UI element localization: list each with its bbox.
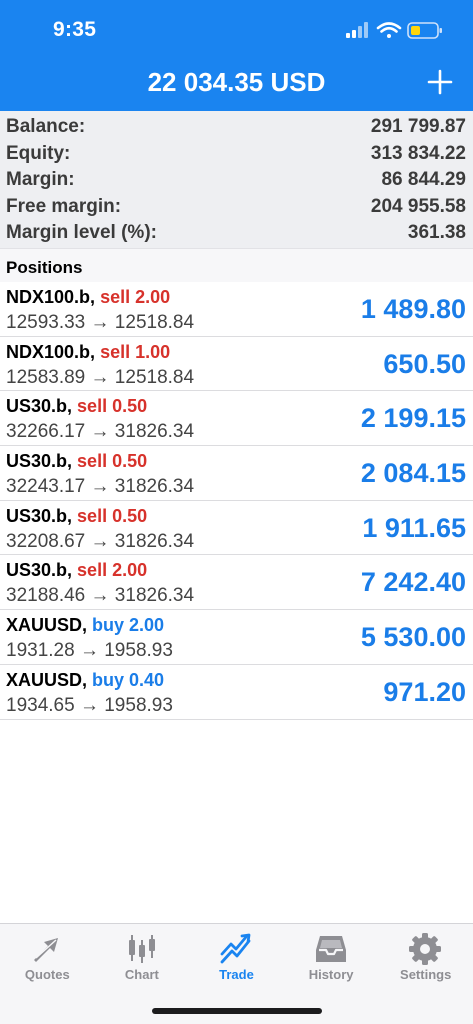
position-title: US30.b, sell 2.00 xyxy=(6,560,147,581)
position-side: sell 0.50 xyxy=(77,451,148,472)
position-title: US30.b, sell 0.50 xyxy=(6,396,147,417)
positions-list: NDX100.b, sell 2.00 12593.33 → 12518.84 … xyxy=(0,282,473,720)
cellular-signal-icon xyxy=(346,22,368,38)
tab-trade[interactable]: Trade xyxy=(189,924,284,994)
position-side: sell 0.50 xyxy=(77,396,148,417)
position-row[interactable]: NDX100.b, sell 1.00 12583.89 → 12518.84 … xyxy=(0,336,473,392)
margin-value: 86 844.29 xyxy=(381,169,466,190)
tab-trade-label: Trade xyxy=(219,967,254,982)
position-row[interactable]: NDX100.b, sell 2.00 12593.33 → 12518.84 … xyxy=(0,282,473,337)
quotes-icon xyxy=(34,938,58,962)
tab-history[interactable]: History xyxy=(284,924,379,994)
position-title: XAUUSD, buy 2.00 xyxy=(6,615,164,636)
position-profit: 971.20 xyxy=(383,676,466,707)
position-symbol: XAUUSD, xyxy=(6,669,88,690)
position-symbol: US30.b, xyxy=(6,505,73,526)
position-row[interactable]: XAUUSD, buy 2.00 1931.28 → 1958.93 5 530… xyxy=(0,610,473,665)
account-profit-title: 22 034.35 USD xyxy=(147,67,326,97)
tab-bar: Quotes Chart Trade History xyxy=(0,923,473,1024)
balance-label: Balance: xyxy=(6,116,86,137)
position-prices: 32208.67 → 31826.34 xyxy=(6,530,195,552)
tab-settings-label: Settings xyxy=(400,967,452,982)
gear-icon xyxy=(409,933,442,965)
margin-level-label: Margin level (%): xyxy=(6,222,157,243)
position-profit: 5 530.00 xyxy=(360,622,466,653)
positions-title: Positions xyxy=(6,258,83,277)
position-prices: 12583.89 → 12518.84 xyxy=(6,366,195,388)
position-symbol: US30.b, xyxy=(6,451,73,472)
inbox-icon xyxy=(315,936,346,962)
balance-row: Balance: 291 799.87 xyxy=(0,113,473,140)
position-symbol: US30.b, xyxy=(6,560,73,581)
tab-quotes[interactable]: Quotes xyxy=(0,924,95,994)
tab-settings[interactable]: Settings xyxy=(378,924,473,994)
position-symbol: XAUUSD, xyxy=(6,615,88,636)
candlestick-icon xyxy=(128,935,155,963)
position-title: XAUUSD, buy 0.40 xyxy=(6,670,164,691)
battery-icon xyxy=(407,22,442,39)
position-side: sell 0.50 xyxy=(77,505,148,526)
position-prices: 1934.65 → 1958.93 xyxy=(6,694,173,716)
position-title: NDX100.b, sell 1.00 xyxy=(6,342,170,363)
position-profit: 7 242.40 xyxy=(360,567,466,598)
position-side: sell 1.00 xyxy=(100,341,171,362)
app-header: 9:35 22 034.35 USD xyxy=(0,0,473,111)
position-symbol: US30.b, xyxy=(6,396,73,417)
position-side: sell 2.00 xyxy=(77,560,148,581)
status-icons xyxy=(346,20,446,44)
free-margin-value: 204 955.58 xyxy=(370,196,466,217)
tab-quotes-label: Quotes xyxy=(24,967,70,982)
position-symbol: NDX100.b, xyxy=(6,341,96,362)
margin-label: Margin: xyxy=(6,169,75,190)
balance-value: 291 799.87 xyxy=(370,116,466,137)
tab-chart[interactable]: Chart xyxy=(95,924,190,994)
position-profit: 2 199.15 xyxy=(360,403,466,434)
position-title: US30.b, sell 0.50 xyxy=(6,506,147,527)
position-prices: 12593.33 → 12518.84 xyxy=(6,312,195,333)
position-profit: 1 911.65 xyxy=(362,512,466,543)
free-margin-label: Free margin: xyxy=(6,196,122,217)
tab-history-label: History xyxy=(308,967,354,982)
position-prices: 32243.17 → 31826.34 xyxy=(6,476,195,498)
margin-row: Margin: 86 844.29 xyxy=(0,166,473,193)
position-title: NDX100.b, sell 2.00 xyxy=(6,287,170,308)
equity-row: Equity: 313 834.22 xyxy=(0,140,473,167)
account-summary: Balance: 291 799.87 Equity: 313 834.22 M… xyxy=(0,111,473,248)
add-order-button[interactable] xyxy=(424,66,456,98)
trend-icon xyxy=(220,933,251,964)
free-margin-row: Free margin: 204 955.58 xyxy=(0,193,473,220)
position-profit: 1 489.80 xyxy=(360,294,466,324)
position-profit: 2 084.15 xyxy=(360,458,466,489)
position-side: buy 0.40 xyxy=(92,669,165,690)
equity-label: Equity: xyxy=(6,143,71,164)
position-title: US30.b, sell 0.50 xyxy=(6,451,147,472)
position-row[interactable]: US30.b, sell 0.50 32266.17 → 31826.34 2 … xyxy=(0,391,473,447)
position-prices: 1931.28 → 1958.93 xyxy=(6,640,173,662)
position-prices: 32188.46 → 31826.34 xyxy=(6,585,195,607)
margin-level-value: 361.38 xyxy=(407,222,466,243)
plus-icon xyxy=(427,69,453,95)
position-side: buy 2.00 xyxy=(92,615,165,636)
wifi-icon xyxy=(376,22,402,38)
position-side: sell 2.00 xyxy=(100,287,171,307)
position-row[interactable]: US30.b, sell 0.50 32208.67 → 31826.34 1 … xyxy=(0,500,473,556)
status-time: 9:35 xyxy=(53,18,97,41)
position-profit: 650.50 xyxy=(383,348,466,379)
position-prices: 32266.17 → 31826.34 xyxy=(6,421,195,443)
tab-chart-label: Chart xyxy=(124,967,159,982)
margin-level-row: Margin level (%): 361.38 xyxy=(0,219,473,246)
home-indicator xyxy=(152,1008,322,1014)
position-row[interactable]: XAUUSD, buy 0.40 1934.65 → 1958.93 971.2… xyxy=(0,664,473,720)
positions-section-header: Positions xyxy=(0,248,473,282)
position-row[interactable]: US30.b, sell 0.50 32243.17 → 31826.34 2 … xyxy=(0,446,473,501)
position-symbol: NDX100.b, xyxy=(6,287,96,307)
equity-value: 313 834.22 xyxy=(370,143,466,164)
position-row[interactable]: US30.b, sell 2.00 32188.46 → 31826.34 7 … xyxy=(0,555,473,611)
